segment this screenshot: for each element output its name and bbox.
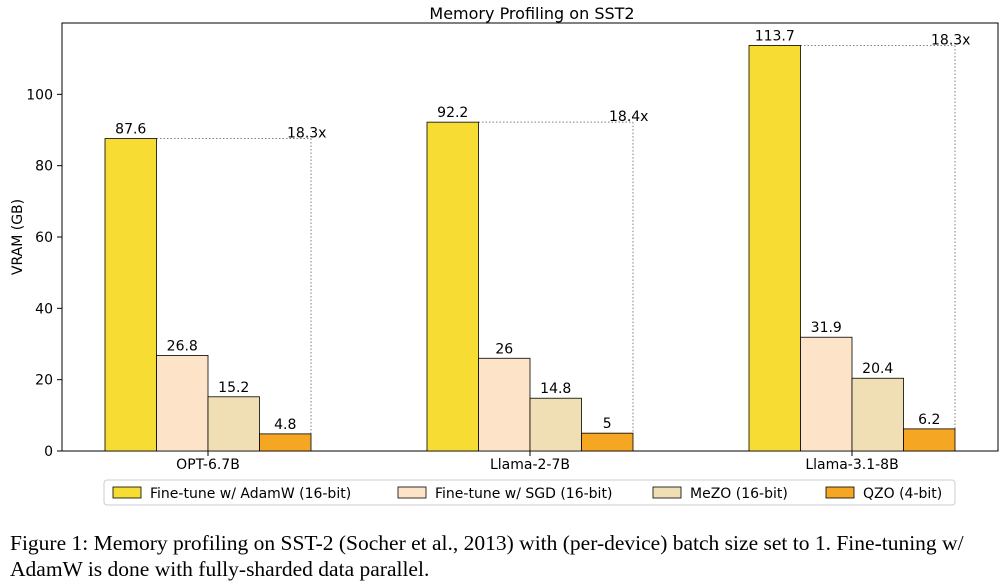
legend-box xyxy=(103,479,956,506)
x-tick-label: Llama-3.1-8B xyxy=(805,457,898,473)
bar xyxy=(748,45,801,452)
bar-value-label: 87.6 xyxy=(115,122,146,138)
legend-label: QZO (4-bit) xyxy=(863,486,942,502)
figure-caption: Figure 1: Memory profiling on SST-2 (Soc… xyxy=(10,530,1005,582)
x-axis: OPT-6.7B Llama-2-7B Llama-3.1-8B xyxy=(176,451,899,473)
caption-line-2: AdamW is done with fully-sharded data pa… xyxy=(10,557,430,581)
legend: Fine-tune w/ AdamW (16-bit) Fine-tune w/ … xyxy=(103,479,956,506)
speedup-label: 18.3x xyxy=(931,32,970,48)
legend-label: Fine-tune w/ AdamW (16-bit) xyxy=(150,486,351,502)
bar xyxy=(851,377,904,452)
y-axis: 0 20 40 60 80 100 xyxy=(26,87,62,460)
bar xyxy=(207,396,260,452)
bar xyxy=(478,357,531,452)
y-tick-label: 20 xyxy=(35,373,53,389)
bar-value-label: 113.7 xyxy=(755,28,795,44)
legend-swatch xyxy=(652,486,682,499)
speedup-annotations: 18.3x 18.4x 18.3x xyxy=(156,32,970,434)
legend-swatch xyxy=(397,486,427,499)
speedup-label: 18.3x xyxy=(287,126,326,142)
bar-value-label: 26 xyxy=(495,341,513,357)
legend-swatch xyxy=(825,486,855,499)
bar xyxy=(156,355,209,452)
bar-value-label: 31.9 xyxy=(811,320,842,336)
x-tick-label: Llama-2-7B xyxy=(490,457,570,473)
bar xyxy=(426,121,479,452)
bar xyxy=(800,336,853,452)
y-tick-label: 80 xyxy=(35,159,53,175)
bar-value-label: 92.2 xyxy=(437,105,468,121)
memory-profiling-chart: Memory Profiling on SST2 0 20 40 60 80 100 VR… xyxy=(10,4,999,506)
bar xyxy=(581,432,634,452)
bar xyxy=(104,138,157,452)
caption-line-1: Figure 1: Memory profiling on SST-2 (Soc… xyxy=(10,531,964,555)
bar-series: 87.6 92.2 113.7 26.8 26 31.9 15.2 14.8 20.4 4.8 5 6… xyxy=(104,28,956,452)
bar-value-label: 6.2 xyxy=(918,412,940,428)
bar-value-label: 5 xyxy=(603,416,612,432)
bar-value-label: 15.2 xyxy=(218,380,249,396)
bar-value-label: 26.8 xyxy=(167,338,198,354)
bar xyxy=(903,428,956,452)
y-tick-label: 40 xyxy=(35,301,53,317)
y-tick-label: 60 xyxy=(35,230,53,246)
chart-title: Memory Profiling on SST2 xyxy=(429,4,634,23)
legend-label: Fine-tune w/ SGD (16-bit) xyxy=(435,486,612,502)
y-axis-label: VRAM (GB) xyxy=(10,199,26,275)
x-tick-label: OPT-6.7B xyxy=(176,457,240,473)
bar xyxy=(529,397,582,452)
y-tick-label: 100 xyxy=(26,87,53,103)
y-tick-label: 0 xyxy=(44,444,53,460)
legend-label: MeZO (16-bit) xyxy=(690,486,788,502)
speedup-label: 18.4x xyxy=(609,109,648,125)
bar-value-label: 20.4 xyxy=(862,361,893,377)
legend-swatch xyxy=(112,486,142,499)
bar-value-label: 4.8 xyxy=(274,417,296,433)
bar xyxy=(259,433,312,452)
bar-value-label: 14.8 xyxy=(540,381,571,397)
